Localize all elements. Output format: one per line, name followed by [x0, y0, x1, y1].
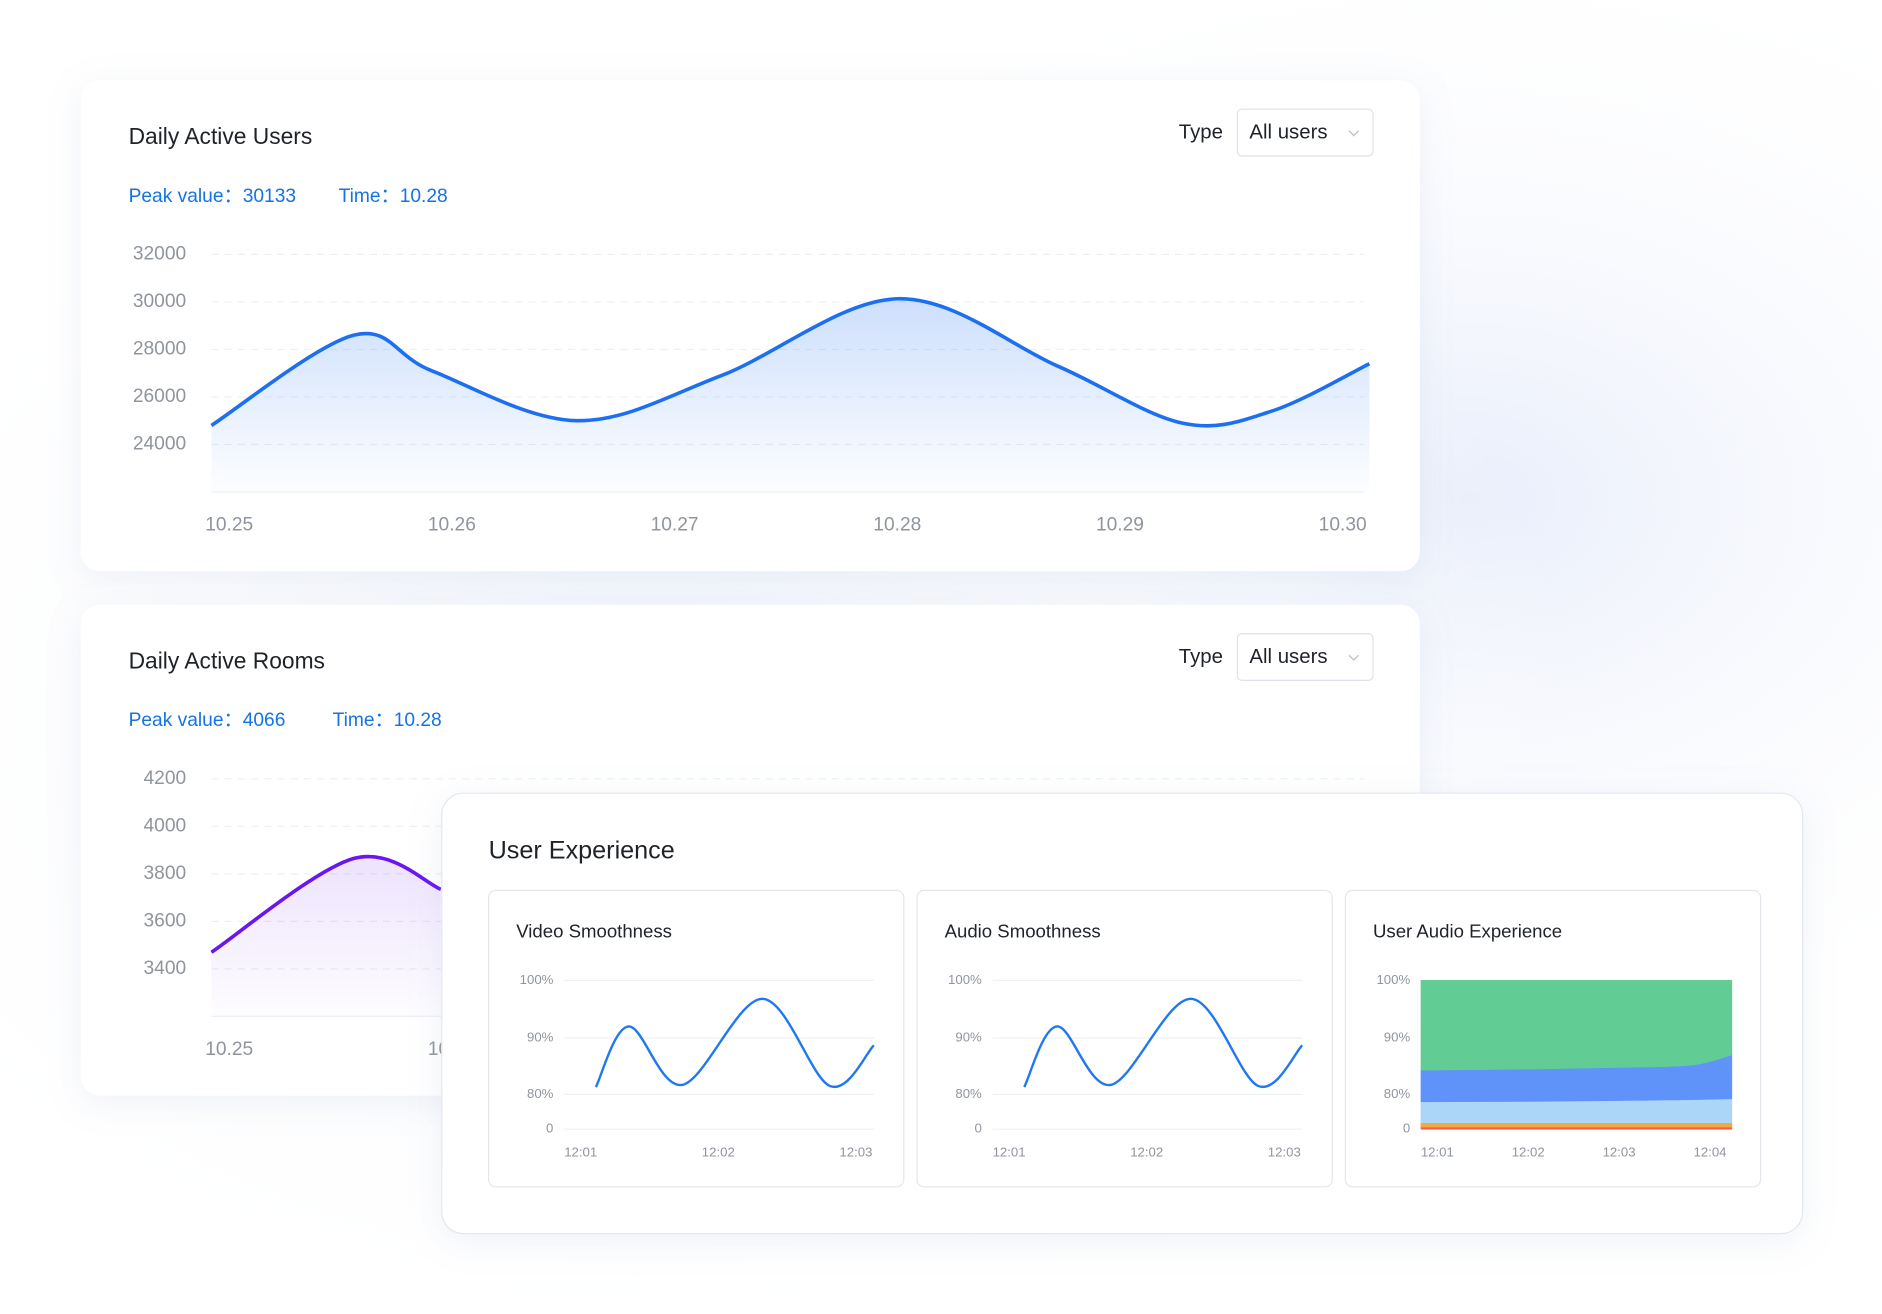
y-tick-label: 90%	[955, 1029, 982, 1044]
time-label: Time：	[333, 710, 394, 731]
card	[80, 80, 1420, 572]
panel-title: User Audio Experience	[1373, 920, 1562, 941]
y-tick-label: 0	[974, 1121, 981, 1136]
x-tick-label: 12:01	[564, 1145, 597, 1160]
x-tick-label: 12:04	[1693, 1145, 1726, 1160]
x-tick-label: 12:03	[1268, 1145, 1301, 1160]
y-tick-label: 90%	[527, 1029, 554, 1044]
y-tick-label: 80%	[955, 1086, 982, 1101]
y-tick-label: 0	[1403, 1121, 1410, 1136]
y-tick-label: 100%	[1376, 972, 1410, 987]
type-dropdown[interactable]: All users	[1236, 633, 1374, 681]
panel-title: Audio Smoothness	[945, 920, 1101, 941]
line	[1023, 997, 1304, 1088]
x-tick-label: 12:02	[702, 1145, 735, 1160]
x-tick-label: 12:01	[1421, 1145, 1454, 1160]
y-tick-label: 3600	[144, 910, 187, 931]
y-tick-label: 3400	[144, 958, 187, 979]
peak-info: Peak value：30133	[129, 186, 296, 207]
stacked-area	[1420, 1098, 1733, 1124]
experience-title: User Experience	[489, 837, 675, 865]
stacked-area	[1420, 1122, 1733, 1128]
y-tick-label: 32000	[133, 243, 186, 264]
dropdown-box	[1236, 633, 1374, 681]
area	[211, 856, 441, 1017]
x-tick-label: 12:03	[839, 1145, 872, 1160]
line	[594, 997, 875, 1088]
x-tick-label: 10.25	[205, 1039, 253, 1060]
x-tick-label: 10.29	[1096, 515, 1144, 536]
y-tick-label: 100%	[520, 972, 554, 987]
x-tick-label: 12:02	[1512, 1145, 1545, 1160]
x-tick-label: 10.27	[651, 515, 699, 536]
y-tick-label: 4000	[144, 815, 187, 836]
type-label: Type	[1179, 646, 1223, 668]
dropdown-chevron	[1348, 130, 1360, 137]
x-tick-label: 10.28	[873, 515, 921, 536]
time-label: Time：	[339, 186, 400, 207]
dropdown-value: All users	[1249, 122, 1327, 144]
x-tick-label: 12:02	[1130, 1145, 1163, 1160]
y-tick-label: 0	[546, 1121, 553, 1136]
line	[210, 296, 1371, 428]
time-value: 10.28	[400, 186, 448, 207]
peak-value: 4066	[243, 710, 286, 731]
y-tick-label: 90%	[1384, 1029, 1411, 1044]
panel-title: Video Smoothness	[516, 920, 672, 941]
x-tick-label: 10.25	[205, 515, 253, 536]
peak-label: Peak value：	[129, 710, 243, 731]
area	[211, 298, 1370, 492]
y-tick-label: 28000	[133, 339, 186, 360]
peak-label: Peak value：	[129, 186, 243, 207]
peak-value: 30133	[243, 186, 296, 207]
stacked-area	[1420, 980, 1733, 1071]
type-dropdown[interactable]: All users	[1236, 108, 1374, 157]
y-tick-label: 3800	[144, 863, 187, 884]
line	[210, 854, 442, 954]
y-tick-label: 26000	[133, 386, 186, 407]
x-tick-label: 12:03	[1603, 1145, 1636, 1160]
dropdown-chevron	[1348, 654, 1360, 662]
time-value: 10.28	[394, 710, 442, 731]
y-tick-label: 24000	[133, 434, 186, 455]
y-tick-label: 4200	[144, 768, 187, 789]
card-title: Daily Active Users	[129, 123, 313, 149]
dropdown-value: All users	[1249, 646, 1327, 668]
y-tick-label: 30000	[133, 291, 186, 312]
card-title: Daily Active Rooms	[129, 647, 325, 673]
x-tick-label: 10.30	[1319, 515, 1367, 536]
time-info: Time：10.28	[333, 710, 442, 731]
peak-info: Peak value：4066	[129, 710, 286, 731]
dropdown-box	[1236, 108, 1374, 157]
y-tick-label: 100%	[948, 972, 982, 987]
time-info: Time：10.28	[339, 186, 448, 207]
x-tick-label: 10.26	[428, 515, 476, 536]
y-tick-label: 80%	[1384, 1086, 1411, 1101]
x-tick-label: 12:01	[993, 1145, 1026, 1160]
y-tick-label: 80%	[527, 1086, 554, 1101]
type-label: Type	[1179, 122, 1223, 144]
